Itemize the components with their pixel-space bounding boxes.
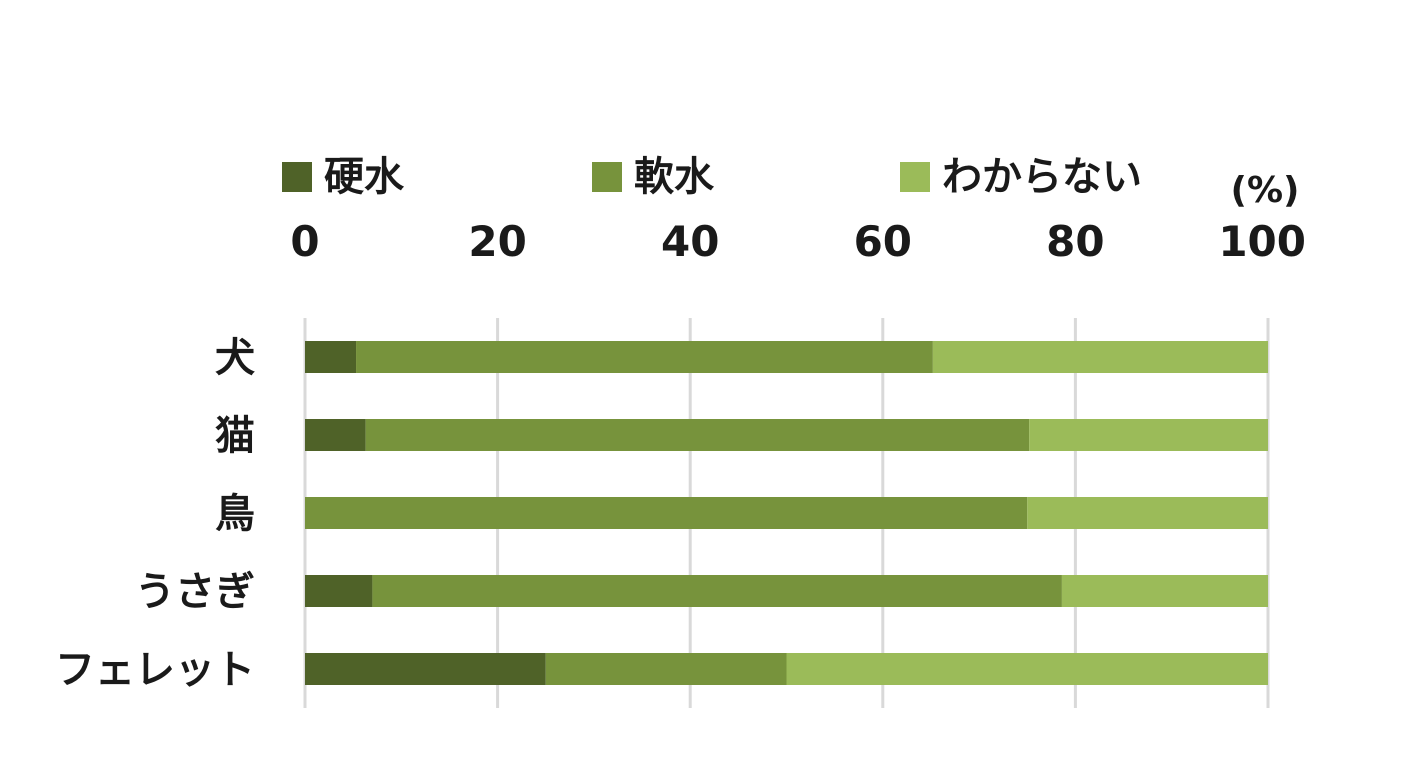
x-tick-label: 0 xyxy=(290,217,319,266)
category-label: うさぎ xyxy=(135,569,255,615)
legend: 硬水 軟水 わからない xyxy=(282,154,1142,200)
bar-segment xyxy=(305,497,1028,529)
category-label: 猫 xyxy=(215,413,255,459)
legend-swatch xyxy=(282,162,312,192)
category-label: 鳥 xyxy=(215,491,255,537)
category-label: 犬 xyxy=(215,335,255,381)
x-tick-label: 100 xyxy=(1218,217,1306,266)
bar-segment xyxy=(356,341,933,373)
x-tick-label: 80 xyxy=(1046,217,1104,266)
unit-label: (%) xyxy=(1231,170,1300,211)
x-tick-label: 40 xyxy=(661,217,719,266)
legend-swatch xyxy=(900,162,930,192)
bar-segment xyxy=(1061,575,1268,607)
bar-segment xyxy=(932,341,1268,373)
x-axis-ticks: 0 20 40 60 80 100 xyxy=(290,217,1306,266)
bar-segment xyxy=(545,653,787,685)
bar-segment xyxy=(786,653,1268,685)
bar-segment xyxy=(305,575,373,607)
legend-label: わからない xyxy=(942,154,1142,200)
legend-label: 硬水 xyxy=(324,154,405,200)
x-tick-label: 60 xyxy=(854,217,912,266)
bars xyxy=(305,341,1268,685)
category-label: フェレット xyxy=(55,647,255,693)
legend-label: 軟水 xyxy=(634,154,715,200)
bar-segment xyxy=(305,653,546,685)
bar-segment xyxy=(1029,419,1268,451)
bar-segment xyxy=(365,419,1030,451)
bar-segment xyxy=(305,341,357,373)
bar-segment xyxy=(305,419,366,451)
legend-swatch xyxy=(592,162,622,192)
bar-segment xyxy=(372,575,1062,607)
bar-segment xyxy=(1027,497,1268,529)
x-tick-label: 20 xyxy=(468,217,526,266)
